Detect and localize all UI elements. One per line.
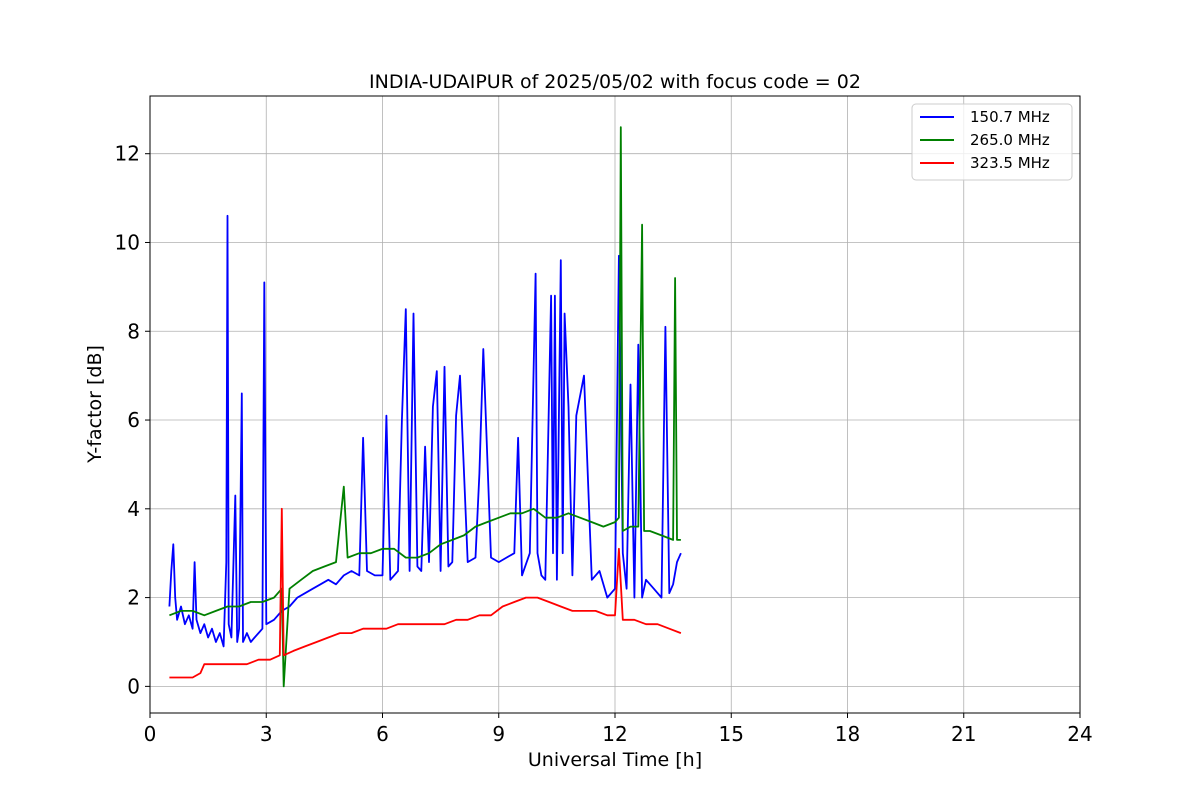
chart-title: INDIA-UDAIPUR of 2025/05/02 with focus c… xyxy=(369,71,861,93)
y-tick-label: 8 xyxy=(127,319,140,343)
series-line-265-0-mhz xyxy=(169,126,681,688)
y-tick-label: 12 xyxy=(115,142,140,166)
x-tick-label: 9 xyxy=(492,722,505,746)
y-tick-label: 6 xyxy=(127,408,140,432)
y-tick-label: 0 xyxy=(127,674,140,698)
y-tick-label: 10 xyxy=(115,230,140,254)
y-tick-label: 4 xyxy=(127,497,140,521)
legend: 150.7 MHz 265.0 MHz 323.5 MHz xyxy=(911,103,1073,181)
x-tick-label: 3 xyxy=(260,722,273,746)
x-axis-label: Universal Time [h] xyxy=(528,749,702,771)
x-tick-label: 12 xyxy=(602,722,627,746)
legend-label-150-7: 150.7 MHz xyxy=(970,108,1050,126)
x-tick-label: 18 xyxy=(835,722,860,746)
x-tick-label: 21 xyxy=(951,722,976,746)
x-tick-label: 0 xyxy=(144,722,157,746)
legend-label-323-5: 323.5 MHz xyxy=(970,154,1050,172)
series-lines xyxy=(168,126,682,688)
x-tick-label: 6 xyxy=(376,722,389,746)
x-tick-label: 15 xyxy=(719,722,744,746)
legend-box xyxy=(911,103,1073,181)
series-line-323-5-mhz xyxy=(169,507,682,679)
y-tick-label: 2 xyxy=(127,586,140,610)
series-line-150-7-mhz xyxy=(168,214,682,648)
legend-label-265-0: 265.0 MHz xyxy=(970,131,1050,149)
y-axis-label: Y-factor [dB] xyxy=(84,345,106,464)
x-tick-label: 24 xyxy=(1067,722,1092,746)
